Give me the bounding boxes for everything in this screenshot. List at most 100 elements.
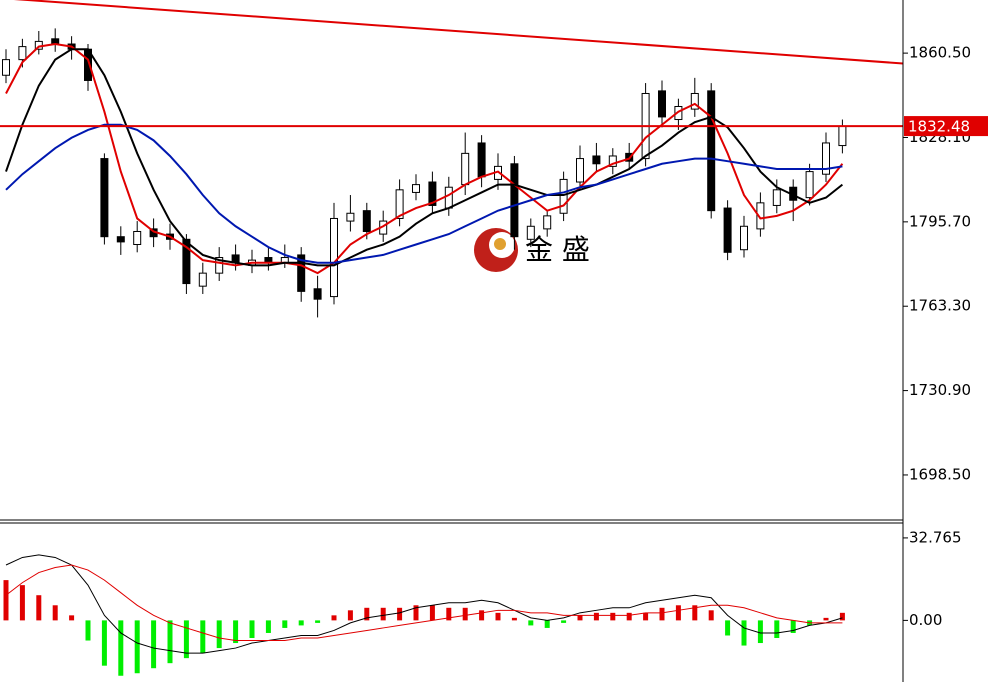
line-series [5,554,843,654]
histogram-bar [19,585,25,621]
y-tick-label: 1730.90 [909,381,971,399]
watermark-text: 金 盛 [525,233,590,266]
histogram-bar [36,595,42,621]
macd-panel [3,554,845,676]
candle-body [395,189,404,219]
candle-body [133,230,142,246]
histogram-bar [839,612,845,621]
candle-body [313,288,322,300]
histogram-bar [774,620,780,639]
histogram-bar [216,620,222,649]
candle-body [772,189,781,206]
candle-body [658,90,666,118]
histogram-bar [757,620,763,644]
histogram-bar [741,620,747,646]
histogram-bar [315,620,321,623]
candle-body [838,125,847,147]
histogram-bar [692,605,698,621]
candle-body [592,155,601,165]
histogram-bar [528,620,534,626]
y-tick-label: 1860.50 [909,44,971,62]
candle-body [330,217,338,298]
candle-body [297,254,306,292]
histogram-bar [397,607,403,621]
candle-body [2,59,10,76]
candle-body [674,105,683,121]
histogram-bar [347,610,353,621]
histogram-bar [151,620,157,669]
trend-line [13,0,904,65]
histogram-bar [544,620,550,628]
candle-body [576,158,584,183]
histogram-bar [69,615,75,621]
y-tick-label: 0.00 [909,611,942,629]
last-price-box [904,116,988,137]
watermark: 金 盛 [474,228,590,272]
histogram-bar [380,607,386,621]
histogram-bar [610,612,616,621]
candle-body [412,184,420,193]
candle-body [346,212,355,222]
candle-body [362,210,371,232]
candle-body [215,257,224,274]
candle-body [690,92,699,110]
candle-body [559,178,568,214]
histogram-bar [101,620,107,666]
candle-body [18,46,27,61]
candle-body [526,225,535,240]
candle-body [100,158,109,238]
last-price-label: 1832.48 [908,118,970,136]
candle-body [740,225,748,251]
histogram-bar [593,612,599,621]
histogram-bar [200,620,206,654]
histogram-bar [3,580,9,621]
histogram-bar [413,605,419,621]
candle-body [822,142,830,175]
histogram-bar [626,612,632,621]
histogram-bar [364,607,370,621]
histogram-bar [462,607,468,621]
histogram-bar [429,605,435,621]
histogram-bar [118,620,124,676]
histogram-bar [725,620,731,636]
candle-body [428,181,437,206]
candle-body [707,90,716,212]
histogram-bar [511,617,517,621]
histogram-bar [446,607,452,621]
histogram-bar [282,620,288,628]
histogram-bar [659,607,665,621]
candle-body [477,142,486,178]
line-series [5,123,843,264]
candle-body [182,238,191,285]
candle-body [198,272,207,287]
histogram-bar [790,620,796,633]
histogram-bar [265,620,271,633]
line-series [5,48,844,267]
line-series [5,42,844,275]
line-series [5,564,843,642]
histogram-bar [643,612,649,621]
histogram-bar [577,615,583,621]
y-tick-label: 1698.50 [909,465,971,483]
histogram-bar [233,620,239,644]
candle-body [805,171,814,199]
price-panel [0,0,904,318]
histogram-bar [561,620,567,623]
histogram-bar [134,620,140,674]
histogram-bar [167,620,173,664]
histogram-bar [331,615,337,621]
histogram-bar [85,620,91,641]
logo-dot [494,238,506,250]
histogram-bar [298,620,304,626]
candle-body [510,163,519,238]
candle-body [756,202,765,230]
histogram-bar [675,605,681,621]
candle-body [723,207,732,253]
histogram-bar [708,610,714,621]
histogram-bar [823,617,829,621]
histogram-bar [249,620,255,639]
candle-body [444,186,453,209]
